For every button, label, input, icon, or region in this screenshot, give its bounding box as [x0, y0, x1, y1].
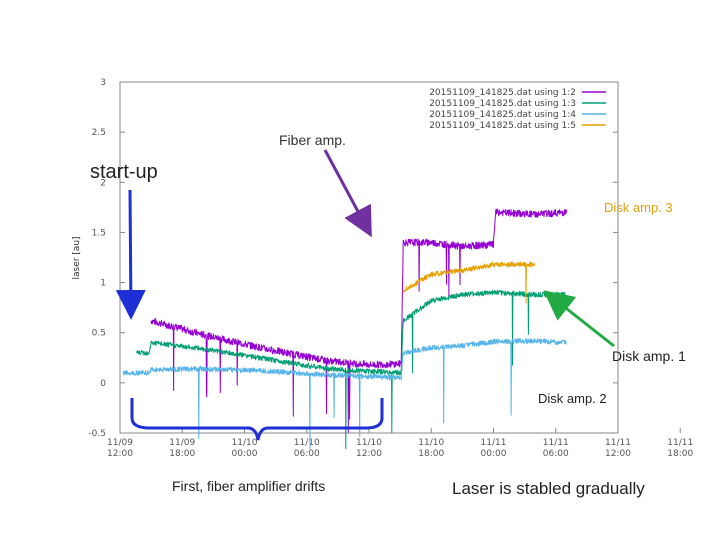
x-tick-label: 11/11 — [605, 438, 631, 448]
x-tick-label: 11/10 — [294, 438, 320, 448]
y-tick-label: 2.5 — [92, 128, 106, 138]
disk-amp-1-arrow — [543, 290, 615, 348]
x-tick-label: 11/10 — [232, 438, 258, 448]
legend-entry: 20151109_141825.dat using 1:2 — [429, 88, 576, 98]
series-line-1 — [150, 208, 568, 433]
y-axis-ticks: -0.5 0 0.5 1 1.5 2 2.5 3 — [88, 78, 618, 439]
legend-entry: 20151109_141825.dat using 1:3 — [429, 99, 576, 109]
x-tick-label: 06:00 — [543, 449, 569, 459]
annotation-fiber-amp: Fiber amp. — [279, 132, 346, 148]
x-tick-label: 11/09 — [169, 438, 195, 448]
y-tick-label: 1 — [100, 279, 106, 289]
y-tick-label: 3 — [100, 78, 106, 88]
series-group — [122, 208, 568, 450]
series-line-2 — [136, 289, 567, 450]
annotation-laser-stabled: Laser is stabled gradually — [452, 479, 645, 498]
y-axis-label: laser [au] — [72, 236, 82, 279]
plot-frame — [119, 81, 619, 434]
fiber-amp-arrow — [323, 149, 372, 238]
legend: 20151109_141825.dat using 1:220151109_14… — [429, 88, 606, 131]
series-line-4 — [402, 261, 536, 304]
legend-entry: 20151109_141825.dat using 1:5 — [429, 121, 576, 131]
fiber-drift-brace — [130, 398, 384, 441]
annotation-start-up: start-up — [90, 161, 158, 183]
x-tick-label: 18:00 — [169, 449, 195, 459]
x-tick-label: 06:00 — [294, 449, 320, 459]
x-tick-label: 00:00 — [232, 449, 258, 459]
x-tick-label: 11/11 — [667, 438, 693, 448]
annotation-fiber-drift: First, fiber amplifier drifts — [172, 478, 326, 494]
x-tick-label: 12:00 — [356, 449, 382, 459]
x-tick-label: 00:00 — [481, 449, 507, 459]
y-tick-label: 1.5 — [92, 228, 106, 238]
annotation-disk-amp-3: Disk amp. 3 — [604, 200, 673, 215]
x-tick-label: 11/10 — [356, 438, 382, 448]
annotation-disk-amp-1: Disk amp. 1 — [612, 348, 686, 364]
x-tick-label: 12:00 — [107, 449, 133, 459]
x-axis-ticks: 11/0912:0011/0918:0011/1000:0011/1006:00… — [107, 428, 693, 459]
y-tick-label: -0.5 — [88, 429, 106, 439]
x-tick-label: 11/11 — [543, 438, 569, 448]
annotation-disk-amp-2: Disk amp. 2 — [538, 391, 607, 406]
series-line-3 — [122, 338, 567, 450]
annotation-arrows — [115, 149, 615, 441]
x-tick-label: 12:00 — [605, 449, 631, 459]
start-up-arrow — [115, 189, 146, 320]
x-tick-label: 11/10 — [418, 438, 444, 448]
y-tick-label: 0 — [100, 379, 106, 389]
y-tick-label: 0.5 — [92, 329, 106, 339]
y-tick-label: 2 — [100, 178, 106, 188]
legend-entry: 20151109_141825.dat using 1:4 — [429, 110, 576, 120]
x-tick-label: 11/09 — [107, 438, 133, 448]
x-tick-label: 11/11 — [481, 438, 507, 448]
x-tick-label: 18:00 — [418, 449, 444, 459]
x-tick-label: 18:00 — [667, 449, 693, 459]
